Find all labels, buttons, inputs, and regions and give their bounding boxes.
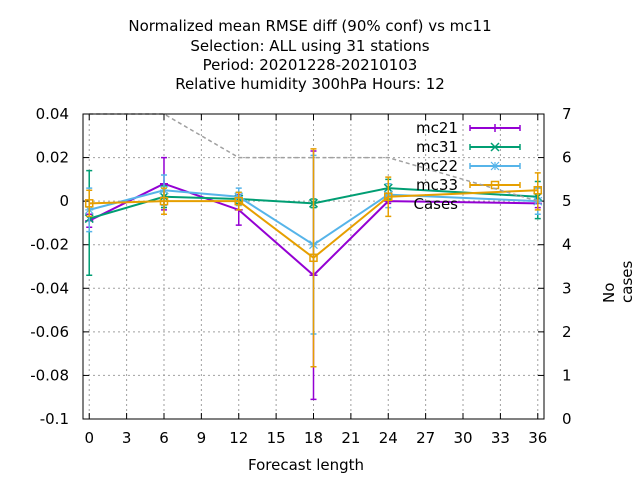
series-line (88, 182, 538, 277)
x-tick-label: 18 (304, 429, 323, 447)
error-bar (86, 189, 93, 218)
y-tick-label: -0.04 (30, 279, 69, 297)
y-tick-label: -0.06 (30, 323, 69, 341)
series-line (89, 189, 538, 260)
data-point (491, 124, 499, 132)
error-bar (235, 191, 242, 211)
legend-label-mc31: mc31 (416, 138, 458, 156)
x-tick-label: 6 (159, 429, 169, 447)
data-point (533, 186, 543, 195)
y2-axis-label: No cases (600, 260, 636, 303)
chart-title-line-1: Normalized mean RMSE diff (90% conf) vs … (128, 17, 492, 35)
y2-tick-label: 6 (562, 149, 572, 167)
legend-label-mc33: mc33 (416, 176, 458, 194)
data-point (84, 199, 94, 208)
data-point (159, 196, 169, 206)
series-mc33 (84, 148, 543, 368)
legend-label-mc21: mc21 (416, 119, 458, 137)
error-bar (534, 172, 541, 211)
y2-tick-label: 2 (562, 323, 572, 341)
y-tick-label: 0 (59, 192, 69, 210)
x-tick-label: 15 (267, 429, 286, 447)
y2-tick-label: 1 (562, 366, 572, 384)
legend-errbar (469, 163, 521, 169)
legend-errbar (469, 125, 521, 131)
error-bar (160, 187, 167, 215)
chart-title-line-2: Selection: ALL using 31 stations (190, 37, 430, 55)
y-tick-label: -0.02 (30, 236, 69, 254)
x-tick-label: 27 (416, 429, 435, 447)
y2-tick-label: 4 (562, 236, 572, 254)
data-point (384, 192, 393, 202)
x-tick-label: 9 (197, 429, 207, 447)
y-tick-label: 0.04 (36, 105, 69, 123)
y-tick-label: 0.02 (36, 149, 69, 167)
legend-errbar (469, 182, 521, 188)
y-tick-label: -0.08 (30, 366, 69, 384)
series-cases (89, 113, 538, 202)
data-point (234, 196, 243, 206)
data-point (490, 142, 500, 152)
legend-label-cases: Cases (413, 195, 458, 213)
y2-tick-label: 5 (562, 192, 572, 210)
data-point (490, 161, 500, 171)
series-line (88, 187, 538, 220)
error-bar (385, 176, 392, 218)
y2-tick-label: 7 (562, 105, 572, 123)
x-tick-label: 30 (453, 429, 472, 447)
x-tick-label: 36 (528, 429, 547, 447)
x-tick-label: 0 (84, 429, 94, 447)
error-bar (310, 148, 317, 368)
legend-errbar (469, 144, 521, 150)
y2-tick-label: 0 (562, 410, 572, 428)
chart-title-line-4: Relative humidity 300hPa Hours: 12 (175, 75, 445, 93)
legend-label-mc22: mc22 (416, 157, 458, 175)
x-axis-label: Forecast length (248, 456, 365, 474)
x-tick-label: 24 (379, 429, 398, 447)
y-tick-label: -0.1 (40, 410, 69, 428)
x-tick-label: 33 (491, 429, 510, 447)
series-line (89, 113, 538, 202)
y2-tick-label: 3 (562, 279, 572, 297)
x-tick-label: 12 (229, 429, 248, 447)
x-tick-label: 21 (341, 429, 360, 447)
x-tick-label: 3 (122, 429, 132, 447)
data-point (309, 253, 318, 263)
plot-frame (82, 113, 545, 420)
chart-title-line-3: Period: 20201228-20210103 (202, 56, 418, 74)
